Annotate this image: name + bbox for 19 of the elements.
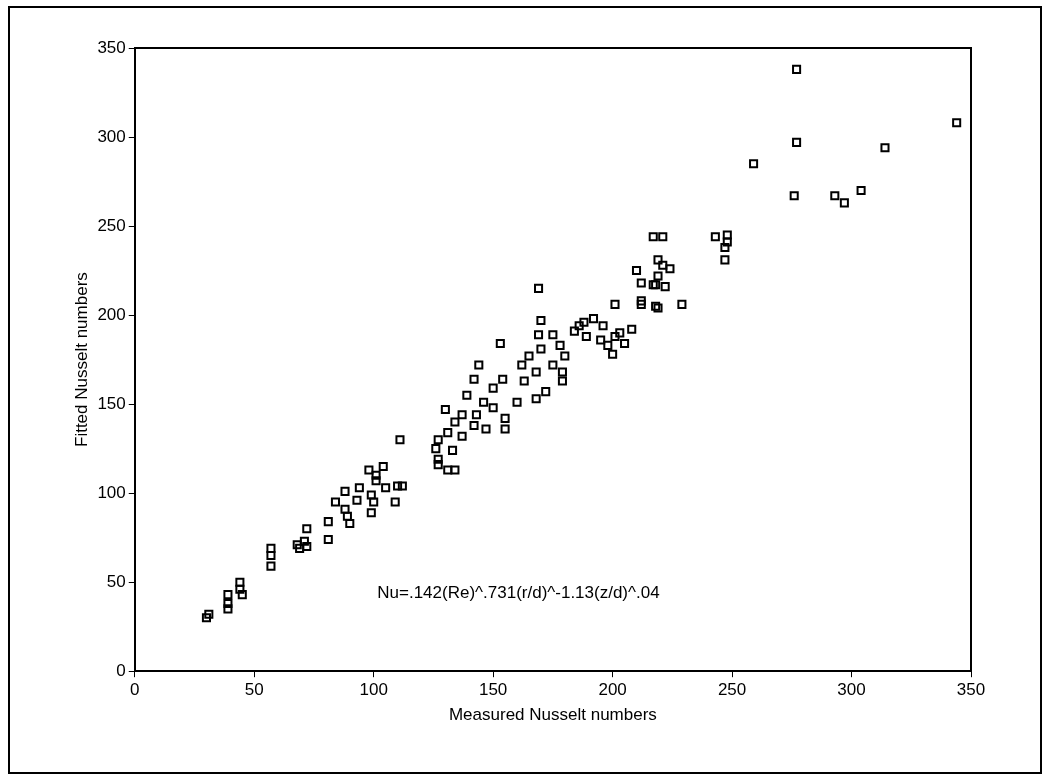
y-tick-label: 0 — [116, 660, 126, 680]
x-tick-label: 350 — [956, 680, 986, 700]
y-tick-label: 300 — [97, 126, 126, 146]
y-tick-label: 250 — [97, 215, 126, 235]
y-axis-title: Fitted Nusselt numbers — [71, 272, 91, 447]
x-tick-label: 50 — [244, 680, 264, 700]
y-tick-label: 350 — [97, 37, 126, 57]
y-tick-label: 200 — [97, 304, 126, 324]
x-tick-label: 0 — [130, 680, 140, 700]
x-axis-title: Measured Nusselt numbers — [448, 705, 657, 725]
x-tick-label: 250 — [717, 680, 747, 700]
y-tick-label: 100 — [97, 482, 126, 502]
x-tick-label: 150 — [478, 680, 508, 700]
x-tick-label: 300 — [837, 680, 866, 700]
x-tick-label: 200 — [598, 680, 627, 700]
x-tick-label: 100 — [359, 680, 388, 700]
y-tick-label: 50 — [106, 571, 126, 591]
annotation: Nu=.142(Re)^.731(r/d)^-1.13(z/d)^.04 — [377, 582, 660, 602]
y-tick-label: 150 — [97, 393, 126, 413]
